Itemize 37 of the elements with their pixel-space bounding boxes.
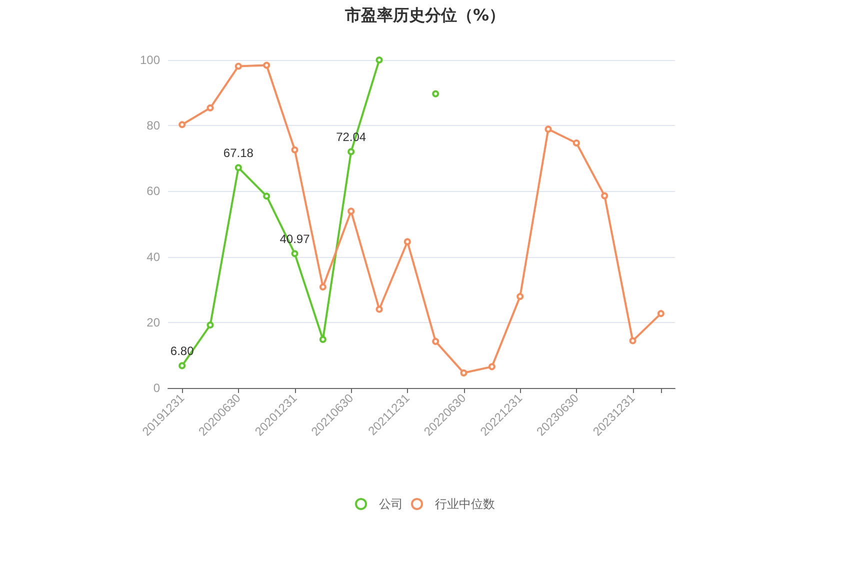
point xyxy=(234,164,242,172)
point xyxy=(488,363,496,370)
point xyxy=(404,238,411,246)
y-tick-label: 100 xyxy=(140,53,160,67)
point xyxy=(206,322,214,329)
data-label: 67.18 xyxy=(223,146,254,160)
point xyxy=(544,126,552,133)
chart-title: 市盈率历史分位（%） xyxy=(344,6,506,24)
point xyxy=(263,192,270,200)
y-tick-label: 20 xyxy=(146,315,160,330)
point xyxy=(376,56,383,64)
point xyxy=(206,104,214,112)
point xyxy=(178,362,186,370)
point xyxy=(178,121,186,128)
point xyxy=(291,146,298,154)
point xyxy=(348,148,355,156)
point xyxy=(348,208,355,215)
point xyxy=(319,336,326,343)
point xyxy=(432,90,440,98)
point xyxy=(516,292,524,300)
point xyxy=(460,369,468,376)
point xyxy=(629,337,636,344)
point xyxy=(432,338,440,345)
point xyxy=(234,62,242,70)
y-tick-label: 80 xyxy=(146,118,160,133)
point xyxy=(601,192,608,200)
point xyxy=(263,62,270,69)
y-tick-label: 0 xyxy=(153,381,160,395)
point xyxy=(572,139,580,146)
y-tick-label: 40 xyxy=(146,250,160,264)
y-tick-label: 60 xyxy=(146,184,160,198)
point xyxy=(376,306,383,313)
point xyxy=(291,250,298,258)
legend-label: 公司 xyxy=(379,497,403,511)
legend-label: 行业中位数 xyxy=(435,497,495,511)
point xyxy=(319,283,326,290)
point xyxy=(657,310,664,318)
